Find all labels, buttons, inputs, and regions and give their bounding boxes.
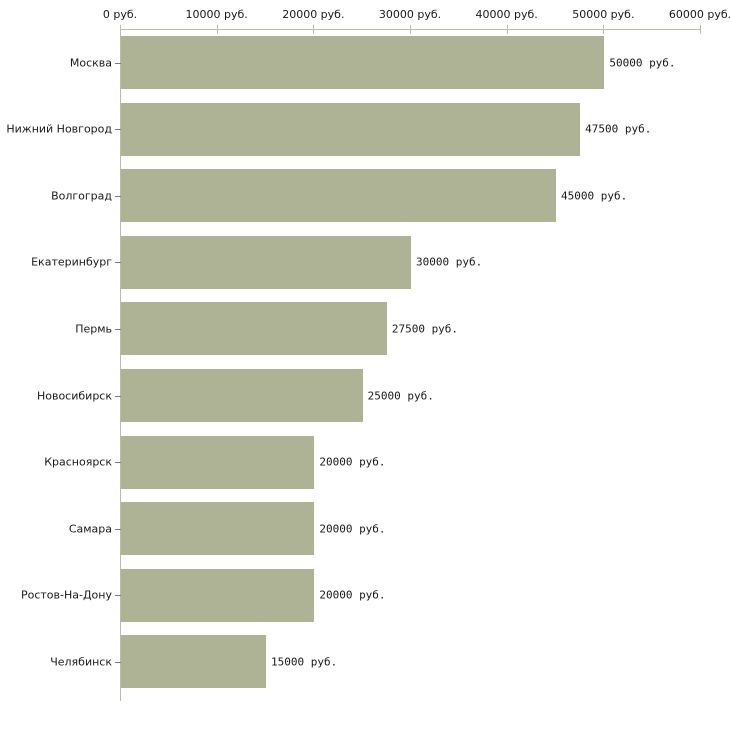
bar-value-label: 20000 руб.: [319, 455, 386, 469]
y-axis-tick: [115, 196, 121, 197]
x-axis-tick: [313, 25, 315, 34]
y-axis-category-label: Самара: [68, 522, 112, 536]
x-axis-tick-label: 20000 руб.: [282, 8, 345, 21]
bar-value-label: 47500 руб.: [585, 122, 652, 136]
y-axis-line: [120, 29, 121, 701]
y-axis-tick: [115, 462, 121, 463]
bar[interactable]: [121, 568, 315, 622]
bar[interactable]: [121, 169, 556, 223]
bar[interactable]: [121, 36, 605, 89]
bar-value-label: 25000 руб.: [367, 389, 434, 402]
bar-value-label: 20000 руб.: [319, 588, 386, 602]
bar[interactable]: [121, 435, 315, 489]
y-axis-category-label: Москва: [69, 56, 112, 69]
bar[interactable]: [121, 302, 387, 356]
y-axis-tick: [115, 662, 121, 663]
y-axis-category-label: Екатеринбург: [31, 255, 112, 269]
bar-value-label: 45000 руб.: [561, 189, 628, 203]
y-axis-tick: [115, 396, 121, 397]
x-axis-tick: [216, 25, 218, 34]
y-axis-category-label: Красноярск: [44, 455, 112, 469]
y-axis-tick: [115, 329, 121, 330]
bar-value-label: 27500 руб.: [391, 322, 459, 336]
x-axis-tick: [410, 25, 411, 34]
x-axis-tick: [506, 25, 508, 34]
y-axis-category-label: Ростов-На-Дону: [20, 588, 112, 602]
bar[interactable]: [121, 102, 581, 156]
y-axis-category-label: Новосибирск: [36, 389, 112, 402]
bar[interactable]: [121, 635, 266, 689]
bar[interactable]: [121, 502, 315, 556]
y-axis-tick: [115, 595, 121, 596]
bar-value-label: 50000 руб.: [609, 56, 676, 69]
y-axis-category-label: Нижний Новгород: [6, 122, 112, 136]
x-axis-tick-label: 30000 руб.: [378, 8, 442, 21]
bar-value-label: 30000 руб.: [416, 255, 483, 269]
x-axis-tick: [603, 25, 605, 34]
y-axis-category-label: Волгоград: [51, 189, 112, 203]
x-axis-tick-label: 60000 руб.: [668, 8, 730, 21]
y-axis-tick: [115, 63, 121, 64]
bar-value-label: 20000 руб.: [319, 522, 386, 536]
x-axis-tick-label: 10000 руб.: [185, 8, 248, 21]
x-axis-tick-label: 40000 руб.: [475, 8, 538, 21]
y-axis-tick: [115, 129, 121, 130]
bar-value-label: 15000 руб.: [271, 655, 338, 669]
y-axis-category-label: Пермь: [75, 322, 112, 336]
y-axis-tick: [115, 262, 121, 263]
bar[interactable]: [121, 369, 363, 422]
x-axis-tick-label: 50000 руб.: [572, 8, 635, 21]
y-axis-category-label: Челябинск: [50, 655, 112, 669]
y-axis-tick: [115, 529, 121, 530]
x-axis-tick: [700, 25, 701, 34]
x-axis-tick-label: 0 руб.: [102, 8, 138, 21]
bar[interactable]: [121, 235, 411, 289]
